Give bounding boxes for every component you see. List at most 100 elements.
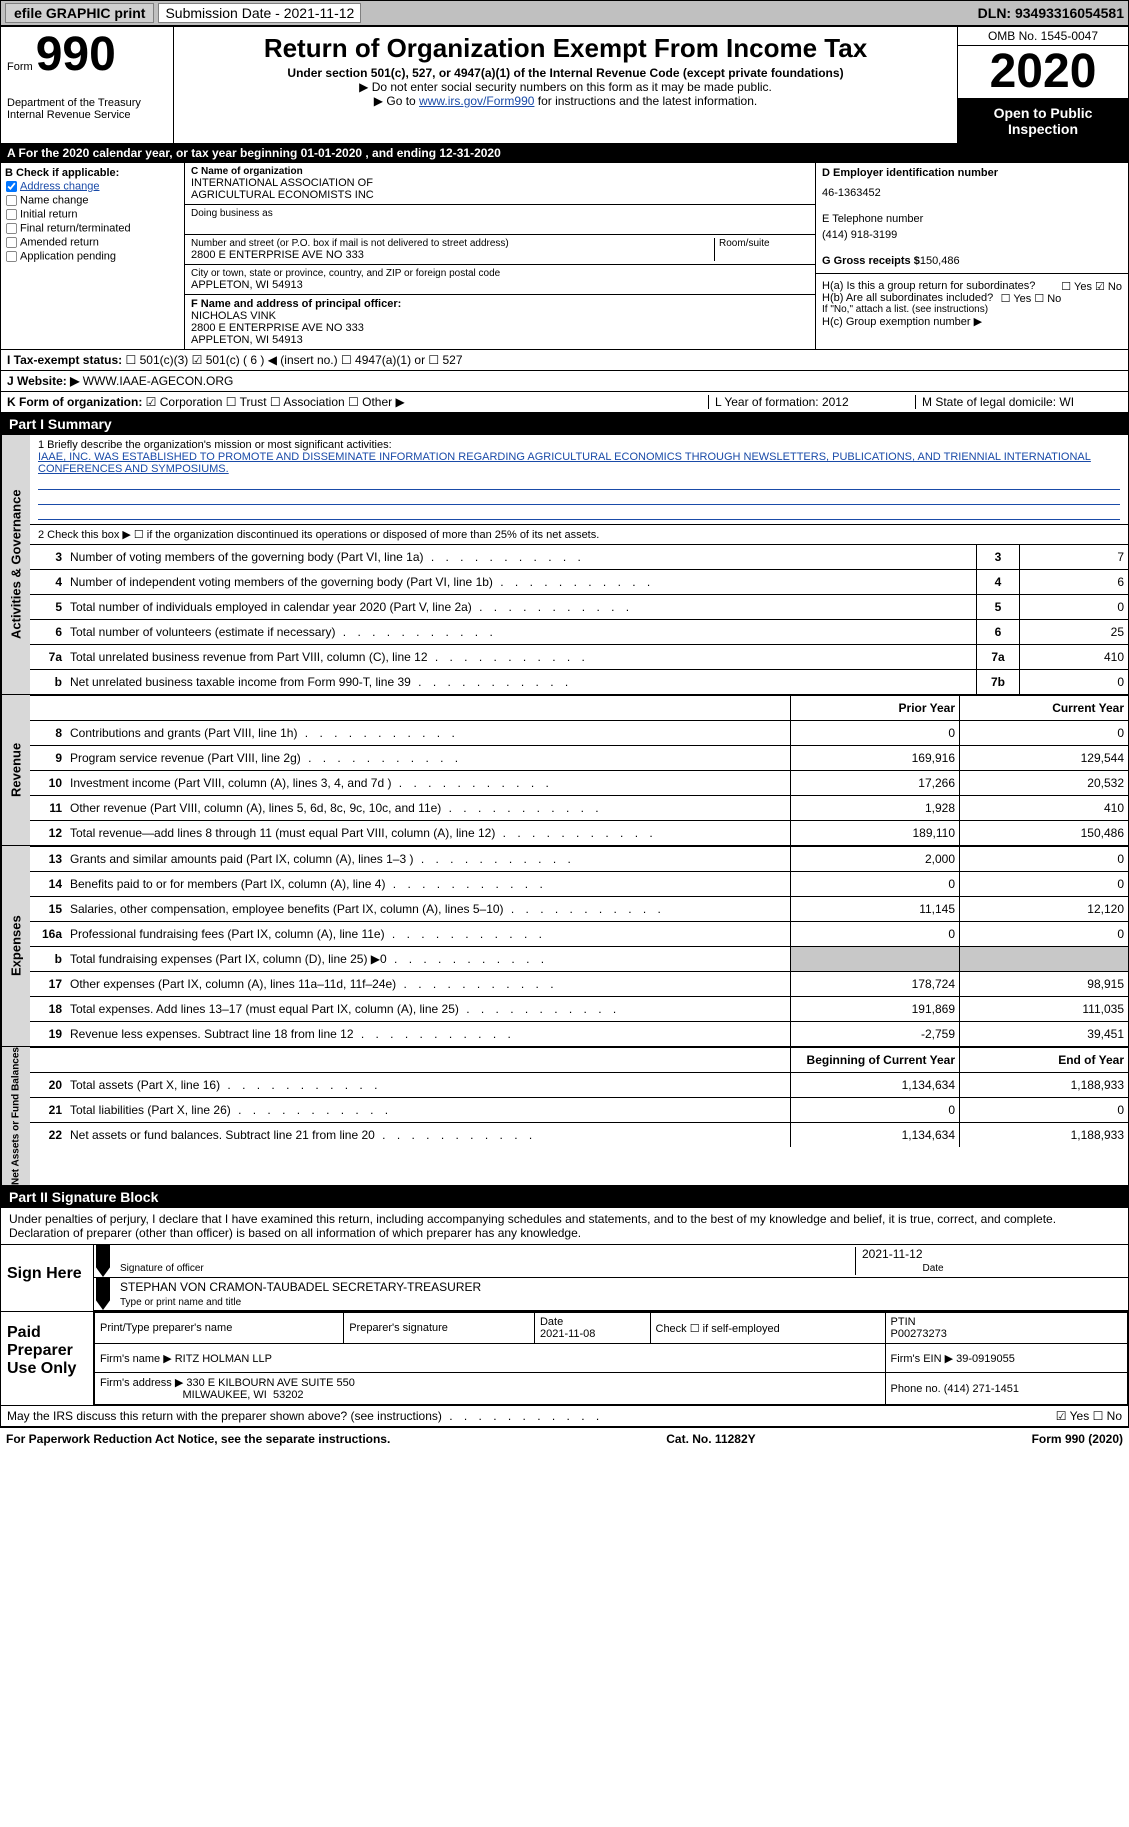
footer-right: Form 990 (2020) xyxy=(1032,1432,1123,1446)
open-inspection: Open to Public Inspection xyxy=(958,99,1128,143)
city-label: City or town, state or province, country… xyxy=(191,268,809,279)
gross-receipts: G Gross receipts $150,486 xyxy=(822,255,1122,267)
revenue-section: Revenue Prior YearCurrent Year8Contribut… xyxy=(0,695,1129,846)
net-assets-section: Net Assets or Fund Balances Beginning of… xyxy=(0,1047,1129,1186)
form-label: Form xyxy=(7,61,33,73)
paid-preparer-header: Paid Preparer Use Only xyxy=(1,1312,94,1405)
k-opts: ☑ Corporation ☐ Trust ☐ Association ☐ Ot… xyxy=(146,395,405,409)
b-check-0[interactable]: Address change xyxy=(5,180,180,193)
prep-r1-4: PTIN P00273273 xyxy=(885,1313,1127,1344)
state-domicile: M State of legal domicile: WI xyxy=(915,395,1122,409)
firm-phone: Phone no. (414) 271-1451 xyxy=(885,1373,1127,1405)
footer-left: For Paperwork Reduction Act Notice, see … xyxy=(6,1432,390,1446)
b-check-4[interactable]: Amended return xyxy=(5,236,180,249)
b-check-1[interactable]: Name change xyxy=(5,194,180,207)
b-check-5[interactable]: Application pending xyxy=(5,250,180,263)
part-ii-header: Part II Signature Block xyxy=(0,1186,1129,1208)
form-number: 990 xyxy=(36,28,116,81)
discuss-yn: ☑ Yes ☐ No xyxy=(1056,1409,1122,1423)
org-name-1: INTERNATIONAL ASSOCIATION OF xyxy=(191,177,809,189)
side-governance: Activities & Governance xyxy=(1,435,30,694)
return-title: Return of Organization Exempt From Incom… xyxy=(184,33,947,64)
h-b: H(b) Are all subordinates included? ☐ Ye… xyxy=(822,292,1122,304)
sign-here: Sign Here xyxy=(1,1245,94,1311)
line-2: 2 Check this box ▶ ☐ if the organization… xyxy=(30,525,1128,544)
sign-arrow-icon xyxy=(96,1245,110,1277)
net-assets-table: Beginning of Current YearEnd of Year20To… xyxy=(30,1047,1128,1147)
city: APPLETON, WI 54913 xyxy=(191,279,809,291)
prep-r1-2: Date 2021-11-08 xyxy=(534,1313,650,1344)
officer-addr1: 2800 E ENTERPRISE AVE NO 333 xyxy=(191,322,809,334)
h-c: H(c) Group exemption number ▶ xyxy=(822,315,1122,328)
street: 2800 E ENTERPRISE AVE NO 333 xyxy=(191,249,714,261)
sign-date-label: Date xyxy=(923,1263,944,1274)
f-officer-label: F Name and address of principal officer: xyxy=(191,298,809,310)
revenue-table: Prior YearCurrent Year8Contributions and… xyxy=(30,695,1128,845)
dln: DLN: 93493316054581 xyxy=(978,5,1124,21)
b-check-2[interactable]: Initial return xyxy=(5,208,180,221)
b-header: B Check if applicable: xyxy=(5,167,180,179)
row-i-j: I Tax-exempt status: ☐ 501(c)(3) ☑ 501(c… xyxy=(0,350,1129,371)
row-k: K Form of organization: ☑ Corporation ☐ … xyxy=(0,392,1129,413)
sign-arrow-icon xyxy=(96,1278,110,1310)
top-bar: efile GRAPHIC print Submission Date - 20… xyxy=(0,0,1129,26)
dba-label: Doing business as xyxy=(191,208,809,219)
cat-number: Cat. No. 11282Y xyxy=(666,1432,755,1446)
form990-link[interactable]: www.irs.gov/Form990 xyxy=(419,94,534,108)
signature-block: Under penalties of perjury, I declare th… xyxy=(0,1208,1129,1427)
sig-officer-label: Signature of officer xyxy=(120,1263,204,1274)
firm-name: Firm's name ▶ RITZ HOLMAN LLP xyxy=(95,1344,886,1373)
dept-treasury: Department of the Treasury xyxy=(7,97,167,109)
print-name-label: Type or print name and title xyxy=(120,1297,241,1308)
discuss-row: May the IRS discuss this return with the… xyxy=(1,1405,1128,1426)
c-name-label: C Name of organization xyxy=(191,166,809,177)
firm-ein: Firm's EIN ▶ 39-0919055 xyxy=(885,1344,1127,1373)
dept-irs: Internal Revenue Service xyxy=(7,109,167,121)
officer-print-name: STEPHAN VON CRAMON-TAUBADEL SECRETARY-TR… xyxy=(120,1280,481,1294)
prep-r1-3: Check ☐ if self-employed xyxy=(650,1313,885,1344)
part-i-header: Part I Summary xyxy=(0,413,1129,435)
prep-r1-1: Preparer's signature xyxy=(344,1313,535,1344)
i-label: I Tax-exempt status: xyxy=(7,353,122,367)
governance-table: 3Number of voting members of the governi… xyxy=(30,544,1128,694)
expenses-section: Expenses 13Grants and similar amounts pa… xyxy=(0,846,1129,1047)
org-name-2: AGRICULTURAL ECONOMISTS INC xyxy=(191,189,809,201)
firm-address: Firm's address ▶ 330 E KILBOURN AVE SUIT… xyxy=(95,1373,886,1405)
submission-date: Submission Date - 2021-11-12 xyxy=(158,3,361,23)
room-label: Room/suite xyxy=(719,238,809,249)
sign-date: 2021-11-12 xyxy=(862,1247,923,1261)
side-revenue: Revenue xyxy=(1,695,30,845)
row-j: J Website: ▶ WWW.IAAE-AGECON.ORG xyxy=(0,371,1129,392)
h-note: If "No," attach a list. (see instruction… xyxy=(822,304,1122,315)
b-check-3[interactable]: Final return/terminated xyxy=(5,222,180,235)
officer-addr2: APPLETON, WI 54913 xyxy=(191,334,809,346)
discuss-question: May the IRS discuss this return with the… xyxy=(7,1409,1056,1423)
ein-label: D Employer identification number xyxy=(822,167,1122,179)
mission-text: IAAE, INC. WAS ESTABLISHED TO PROMOTE AN… xyxy=(38,451,1120,475)
title-sub: Under section 501(c), 527, or 4947(a)(1)… xyxy=(184,66,947,80)
efile-btn[interactable]: efile GRAPHIC print xyxy=(5,3,154,23)
website: WWW.IAAE-AGECON.ORG xyxy=(83,374,234,388)
goto-line: ▶ Go to www.irs.gov/Form990 for instruct… xyxy=(184,94,947,108)
expenses-table: 13Grants and similar amounts paid (Part … xyxy=(30,846,1128,1046)
ssn-warn: ▶ Do not enter social security numbers o… xyxy=(184,80,947,94)
officer-name: NICHOLAS VINK xyxy=(191,310,809,322)
prep-r1-0: Print/Type preparer's name xyxy=(95,1313,344,1344)
page-footer: For Paperwork Reduction Act Notice, see … xyxy=(0,1427,1129,1450)
period-line: A For the 2020 calendar year, or tax yea… xyxy=(0,144,1129,163)
section-a: B Check if applicable: Address changeNam… xyxy=(0,163,1129,350)
i-opts: ☐ 501(c)(3) ☑ 501(c) ( 6 ) ◀ (insert no.… xyxy=(126,353,463,367)
phone: (414) 918-3199 xyxy=(822,229,1122,241)
side-net-assets: Net Assets or Fund Balances xyxy=(1,1047,30,1185)
ein: 46-1363452 xyxy=(822,187,1122,199)
omb-number: OMB No. 1545-0047 xyxy=(958,27,1128,46)
mission-label: 1 Briefly describe the organization's mi… xyxy=(38,439,1120,451)
declaration: Under penalties of perjury, I declare th… xyxy=(1,1208,1128,1244)
street-label: Number and street (or P.O. box if mail i… xyxy=(191,238,714,249)
form-header: Form 990 Department of the Treasury Inte… xyxy=(0,26,1129,144)
governance-section: Activities & Governance 1 Briefly descri… xyxy=(0,435,1129,695)
year-formation: L Year of formation: 2012 xyxy=(708,395,915,409)
side-expenses: Expenses xyxy=(1,846,30,1046)
tax-year: 2020 xyxy=(958,46,1128,99)
phone-label: E Telephone number xyxy=(822,213,1122,225)
